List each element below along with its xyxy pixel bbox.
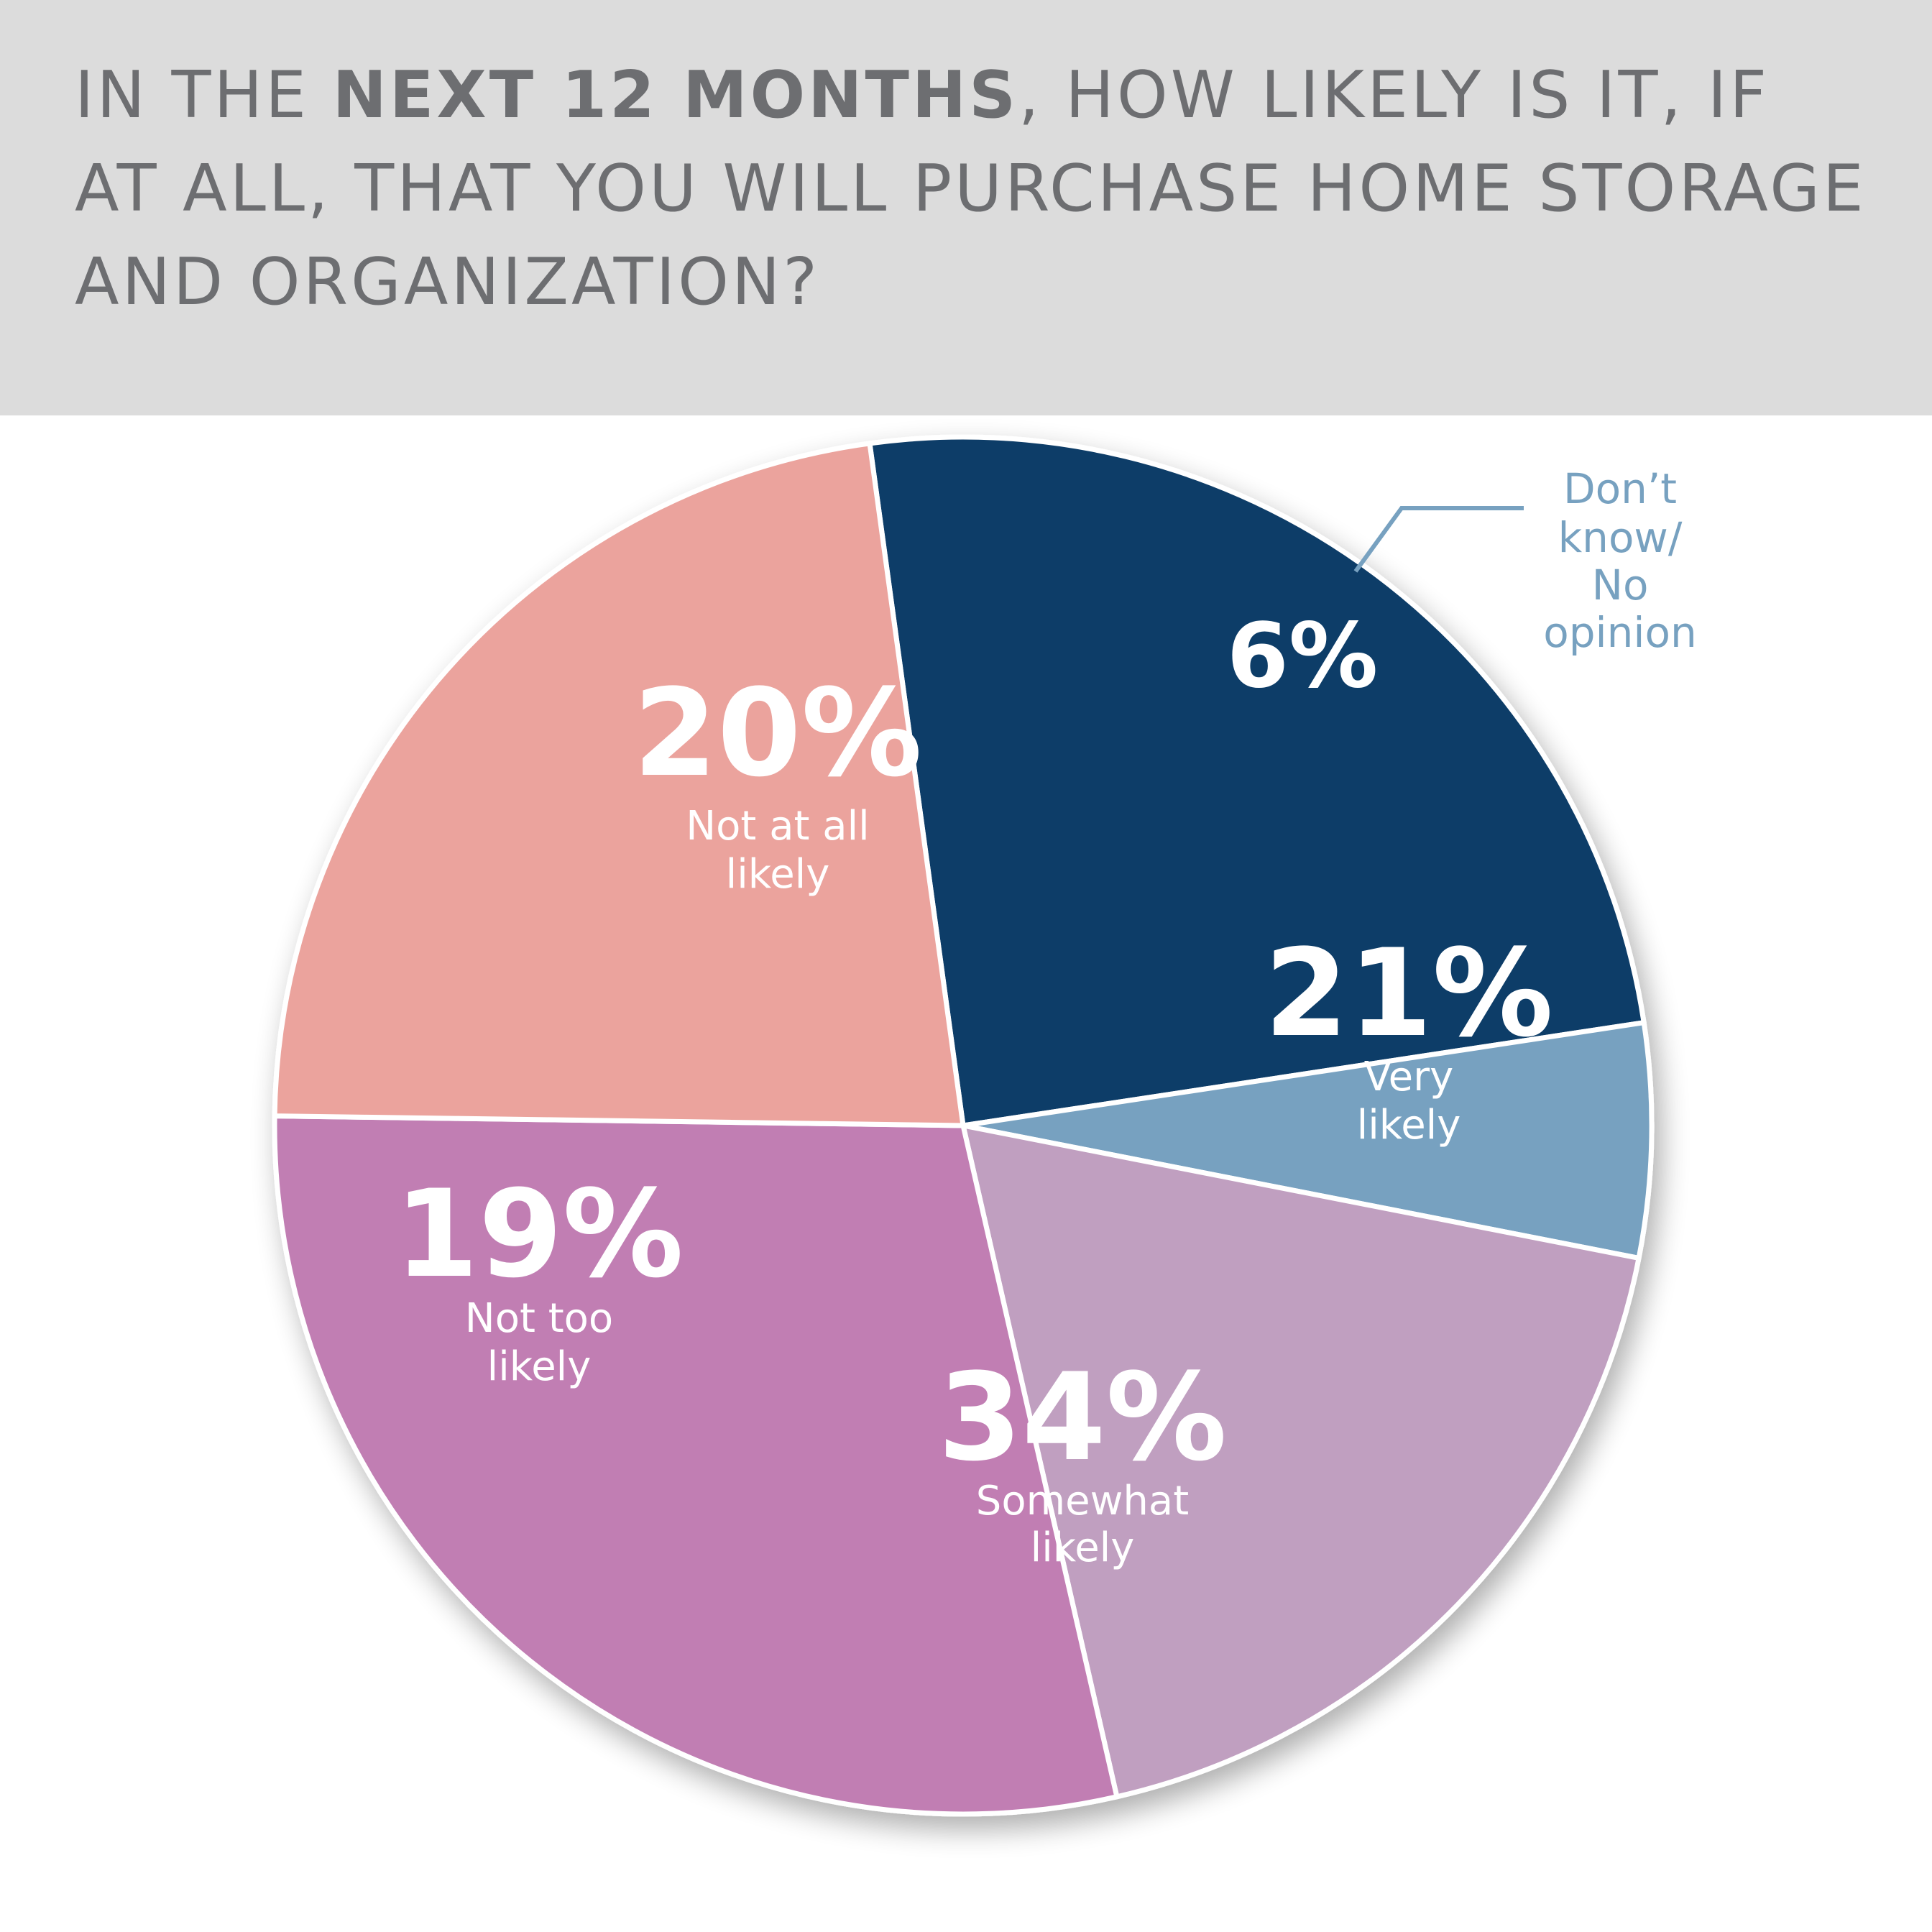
slice-category-label-external: No (1592, 561, 1649, 610)
slice-percent-label: 20% (633, 663, 922, 804)
slice-category-label: Very (1364, 1054, 1454, 1100)
title-banner: IN THE NEXT 12 MONTHS, HOW LIKELY IS IT,… (0, 0, 1932, 415)
slice-category-label: likely (487, 1343, 592, 1390)
leader-line (1353, 506, 1524, 573)
title-emphasis: NEXT 12 MONTHS (332, 58, 1019, 133)
title-rest: , HOW LIKELY IS IT, IF AT ALL, THAT YOU … (75, 58, 1867, 320)
slice-percent-label: 21% (1264, 923, 1553, 1064)
pie-slice-very-likely (960, 1123, 1642, 1800)
pie-slice-don-t-know-no-opinion (960, 1020, 1655, 1261)
slice-category-label: likely (726, 851, 830, 898)
slice-category-label: Not too (465, 1295, 613, 1342)
title-lead: IN THE (75, 58, 333, 133)
pie-slice-not-too-likely (272, 441, 966, 1128)
slice-category-label-external: Don’t (1563, 464, 1677, 513)
chart-title: IN THE NEXT 12 MONTHS, HOW LIKELY IS IT,… (75, 49, 1872, 329)
slice-category-label-external: opinion (1543, 608, 1697, 657)
pie-slice-not-at-all-likely (867, 434, 1647, 1128)
slice-category-label: Not at all (686, 803, 869, 850)
slice-percent-label: 19% (395, 1164, 684, 1305)
slice-category-label-external: know/ (1558, 513, 1683, 562)
slice-category-label: likely (1031, 1524, 1135, 1571)
slice-percent-label: 34% (938, 1347, 1227, 1488)
slice-category-label: Somewhat (976, 1478, 1189, 1524)
slice-percent-label: 6% (1227, 604, 1379, 708)
pie-slice-somewhat-likely (272, 1113, 1120, 1817)
slice-category-label: likely (1357, 1102, 1461, 1149)
